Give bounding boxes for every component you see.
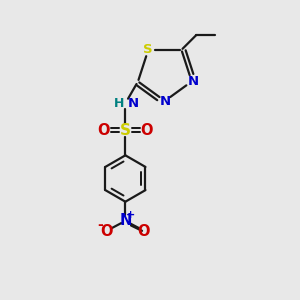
Text: +: + (126, 210, 135, 220)
Text: N: N (128, 97, 139, 110)
Text: S: S (120, 123, 131, 138)
Text: H: H (113, 97, 124, 110)
Text: -: - (98, 218, 103, 233)
Text: N: N (188, 75, 199, 88)
Text: O: O (138, 224, 150, 239)
Text: O: O (98, 123, 110, 138)
Text: N: N (119, 213, 132, 228)
Text: O: O (101, 224, 113, 239)
Text: N: N (159, 95, 170, 108)
Text: O: O (140, 123, 153, 138)
Text: S: S (143, 44, 153, 56)
